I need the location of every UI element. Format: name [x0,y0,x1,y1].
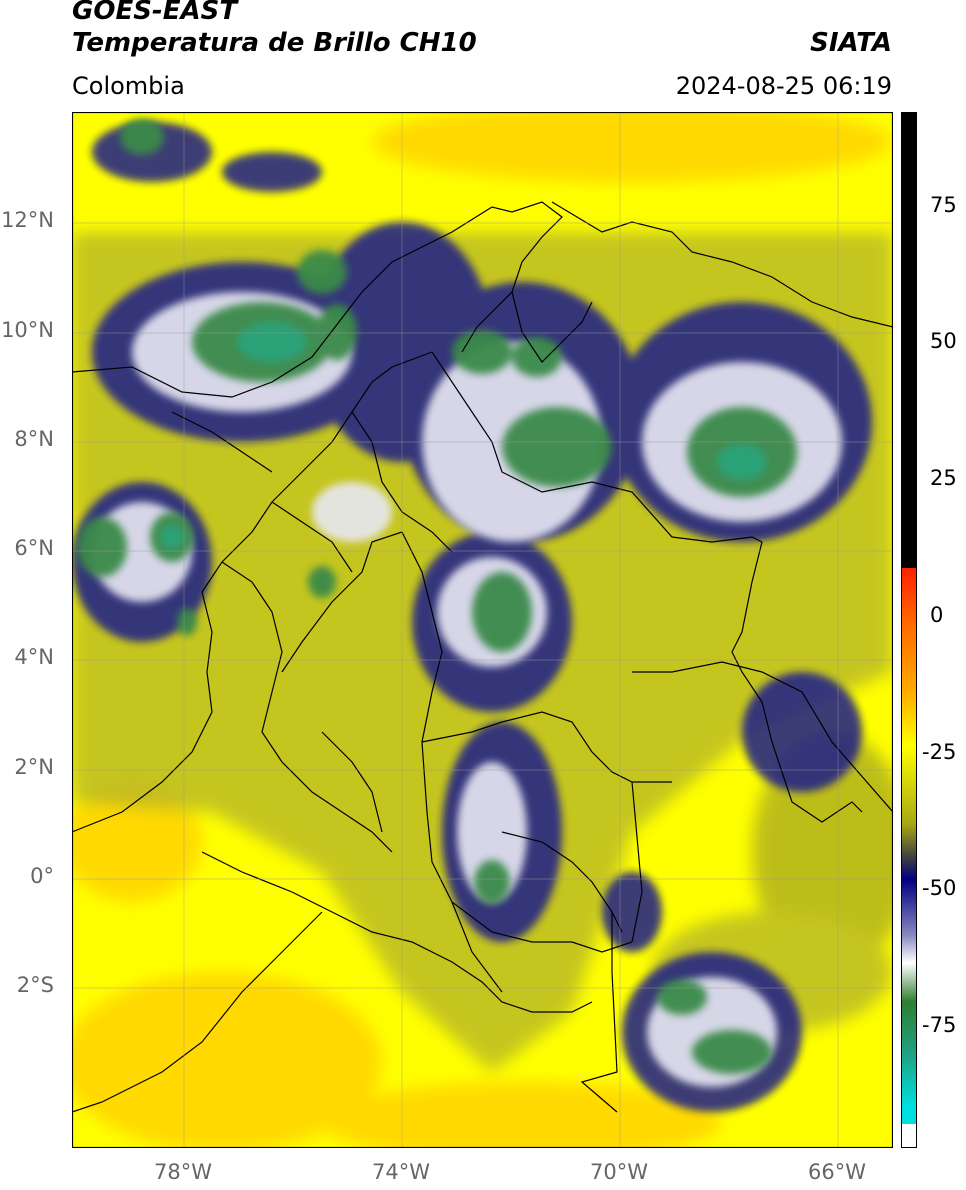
lon-tick-label: 74°W [372,1160,430,1184]
warm-orange-areas [72,112,892,1148]
borders-and-coastlines [72,201,893,1113]
colorbar-min-white [901,1124,917,1148]
cold-cloud-layer-teal [160,322,767,549]
satellite-title: GOES-EAST [72,0,238,26]
colorbar-tick-label: -50 [922,876,957,900]
lat-tick-label: 8°N [14,427,54,451]
brightness-temperature-map [72,112,893,1148]
colorbar-tick-label: -25 [922,740,957,764]
lon-tick-label: 66°W [808,1160,866,1184]
product-title: Temperatura de Brillo CH10 [72,28,477,58]
lon-tick-label: 70°W [590,1160,648,1184]
colorbar-tick-label: 75 [930,193,957,217]
map-frame [72,112,893,1148]
colorbar-tick-label: 0 [930,603,944,627]
lat-tick-label: 2°N [14,755,54,779]
lat-tick-label: 2°S [16,973,54,997]
cold-cloud-layer-green [77,119,797,1074]
colorbar-tick-label: 25 [930,466,957,490]
lat-tick-label: 4°N [14,645,54,669]
lat-tick-label: 10°N [1,318,54,342]
region-label: Colombia [72,72,185,100]
colorbar-warm-black [901,112,917,568]
graticule [72,112,893,1148]
lat-tick-label: 12°N [1,208,54,232]
datetime-label: 2024-08-25 06:19 [675,72,892,100]
colorbar-tick-label: 50 [930,329,957,353]
agency-label: SIATA [810,28,892,58]
lon-tick-label: 78°W [154,1160,212,1184]
colorbar [901,112,917,1148]
lat-tick-label: 6°N [14,536,54,560]
lat-tick-label: 0° [30,864,54,888]
colorbar-gradient [901,568,917,1124]
colorbar-tick-label: -75 [922,1013,957,1037]
